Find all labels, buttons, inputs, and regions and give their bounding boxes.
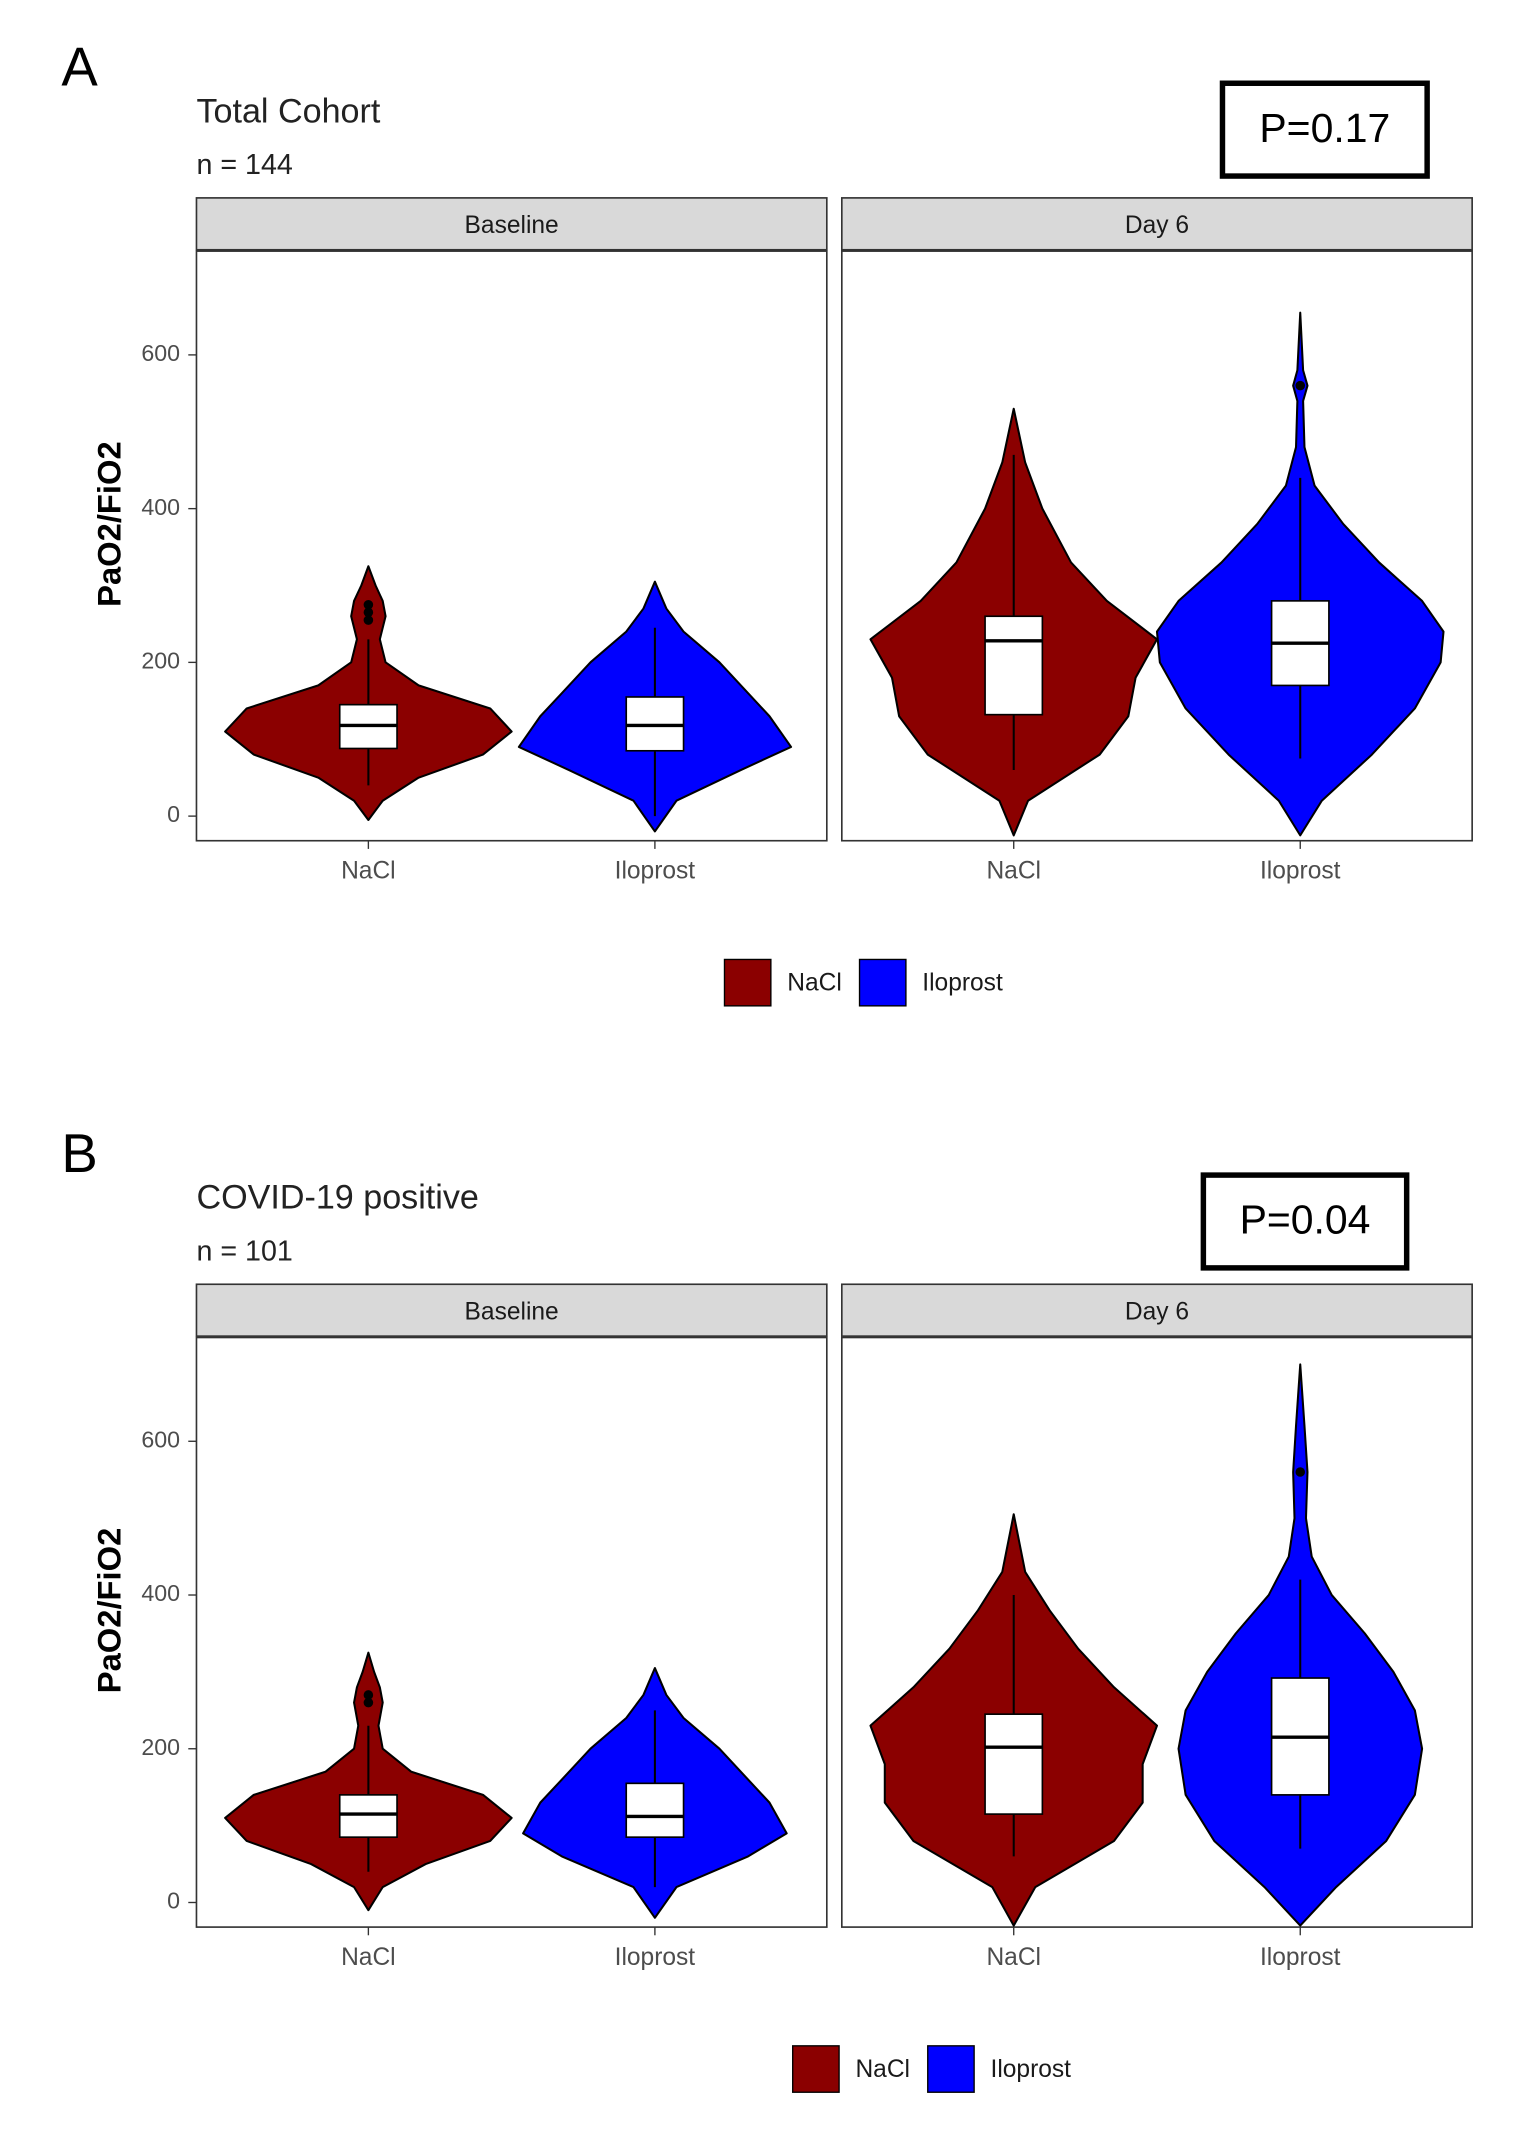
- chart-subtitle: n = 144: [196, 149, 292, 181]
- outlier: [363, 1690, 374, 1700]
- y-tick-label: 200: [141, 1734, 180, 1760]
- facet-strip: [195, 1283, 828, 1337]
- box: [984, 615, 1044, 716]
- x-tick-label: Iloprost: [1260, 1944, 1341, 1971]
- facet-strip: [840, 1283, 1473, 1337]
- chart-title: Total Cohort: [196, 92, 380, 130]
- y-tick-label: 400: [141, 494, 180, 520]
- y-tick-label: 600: [141, 340, 180, 366]
- facet-label: Baseline: [465, 212, 559, 239]
- x-tick-label: Iloprost: [615, 1944, 696, 1971]
- p-value-box: [1219, 80, 1430, 179]
- facet-strip: [840, 197, 1473, 251]
- outlier: [363, 607, 374, 618]
- outlier: [1295, 380, 1306, 391]
- legend-label: NaCl: [787, 970, 842, 997]
- facet-label: Baseline: [465, 1298, 559, 1325]
- x-tick-label: NaCl: [341, 858, 396, 885]
- chart-title: COVID-19 positive: [196, 1179, 478, 1217]
- p-value: P=0.17: [1259, 105, 1390, 151]
- y-tick-label: 400: [141, 1580, 180, 1606]
- box: [625, 1782, 685, 1838]
- facet-label: Day 6: [1125, 1298, 1189, 1325]
- x-tick-label: NaCl: [986, 858, 1041, 885]
- legend-key: [723, 958, 772, 1007]
- legend-key: [927, 2045, 975, 2093]
- box: [338, 1794, 398, 1838]
- y-tick-label: 200: [141, 647, 180, 673]
- x-tick-label: NaCl: [986, 1944, 1041, 1971]
- y-axis-title: PaO2/FiO2: [91, 441, 128, 607]
- p-value: P=0.04: [1240, 1197, 1371, 1243]
- box: [984, 1713, 1044, 1815]
- x-tick-label: NaCl: [341, 1944, 396, 1971]
- outlier: [363, 1697, 374, 1708]
- outlier: [363, 599, 374, 610]
- legend-label: Iloprost: [922, 970, 1003, 997]
- x-tick-label: Iloprost: [1260, 858, 1341, 885]
- legend-key: [792, 2045, 840, 2093]
- y-tick-label: 0: [167, 1888, 180, 1914]
- outlier: [363, 615, 374, 625]
- legend-label: NaCl: [855, 2056, 910, 2083]
- y-axis-title: PaO2/FiO2: [91, 1528, 128, 1694]
- p-value-box: [1200, 1172, 1410, 1271]
- outlier: [1295, 1467, 1306, 1477]
- panel-label: A: [61, 36, 98, 97]
- x-tick-label: Iloprost: [615, 858, 696, 885]
- y-tick-label: 0: [167, 801, 180, 827]
- facet-strip: [195, 197, 828, 251]
- panel-label: B: [61, 1123, 97, 1184]
- chart-subtitle: n = 101: [196, 1235, 292, 1267]
- legend-label: Iloprost: [991, 2056, 1072, 2083]
- y-tick-label: 600: [141, 1426, 180, 1452]
- facet-label: Day 6: [1125, 212, 1189, 239]
- legend-key: [858, 958, 907, 1007]
